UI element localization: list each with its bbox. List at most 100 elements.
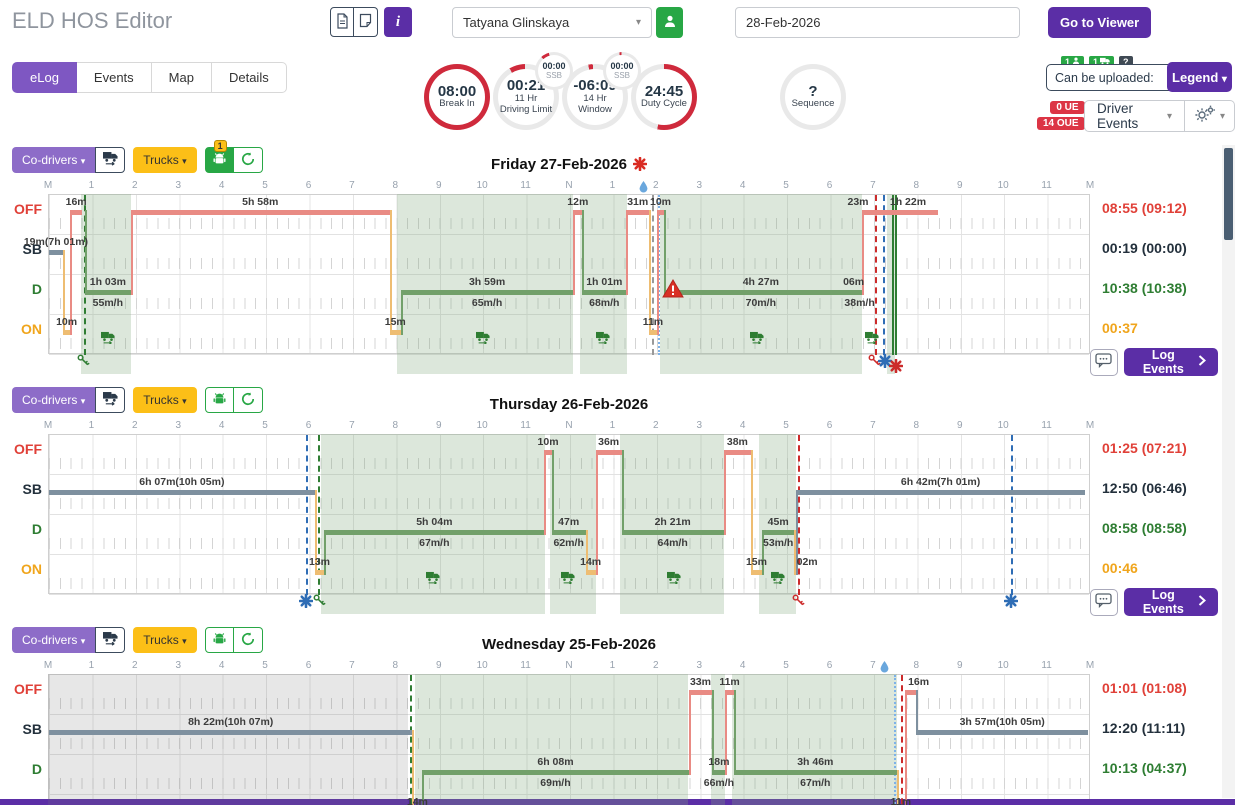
- duty-segment-on[interactable]: [62, 330, 71, 335]
- truck-button[interactable]: [95, 627, 126, 653]
- duty-segment-d[interactable]: [857, 290, 862, 295]
- duty-segment-on[interactable]: [585, 570, 596, 575]
- go-to-viewer-button[interactable]: Go to Viewer: [1048, 7, 1152, 38]
- comment-button[interactable]: [1090, 348, 1118, 376]
- duty-segment-d[interactable]: [761, 530, 795, 535]
- duty-segment-d[interactable]: [400, 290, 574, 295]
- event-marker-line[interactable]: [797, 435, 800, 595]
- event-marker-line[interactable]: [894, 675, 897, 805]
- truck-event-icon[interactable]: [476, 331, 490, 349]
- flower-icon-blue[interactable]: [1003, 593, 1018, 613]
- truck-event-icon[interactable]: [749, 331, 764, 349]
- file-text-button[interactable]: [330, 7, 354, 37]
- codrivers-dropdown[interactable]: Co-drivers ▾: [12, 627, 96, 653]
- legend-button[interactable]: Legend ▾: [1167, 62, 1232, 92]
- duty-segment-off[interactable]: [626, 210, 649, 215]
- duty-segment-off[interactable]: [688, 690, 713, 695]
- refresh-button[interactable]: [233, 627, 263, 653]
- event-marker-line[interactable]: [875, 195, 878, 355]
- duty-segment-on[interactable]: [649, 330, 657, 335]
- duty-segment-d[interactable]: [712, 770, 726, 775]
- trucks-dropdown[interactable]: Trucks ▾: [133, 147, 197, 173]
- event-marker-line[interactable]: [318, 435, 321, 595]
- duty-segment-on[interactable]: [314, 570, 325, 575]
- driver-profile-button[interactable]: [656, 7, 683, 38]
- android-sync-button[interactable]: 1: [204, 140, 234, 173]
- tab-map[interactable]: Map: [151, 62, 212, 93]
- duty-segment-d[interactable]: [422, 770, 689, 775]
- duty-segment-off[interactable]: [130, 210, 390, 215]
- key-icon-green[interactable]: [77, 354, 90, 372]
- key-icon-red[interactable]: [792, 594, 805, 612]
- event-marker-line[interactable]: [892, 195, 898, 355]
- event-marker-line[interactable]: [883, 195, 886, 355]
- duty-segment-sb[interactable]: [49, 490, 315, 495]
- comment-button[interactable]: [1090, 588, 1118, 616]
- violation-warning-icon[interactable]: [662, 279, 685, 303]
- duty-segment-d[interactable]: [733, 770, 897, 775]
- duty-segment-off[interactable]: [878, 210, 938, 215]
- duty-segment-off[interactable]: [573, 210, 583, 215]
- date-input[interactable]: [735, 7, 1020, 38]
- trucks-dropdown[interactable]: Trucks ▾: [133, 627, 197, 653]
- refresh-button[interactable]: [233, 387, 263, 413]
- oue-badge[interactable]: 14 OUE: [1037, 117, 1085, 130]
- trucks-dropdown[interactable]: Trucks ▾: [133, 387, 197, 413]
- duty-segment-d[interactable]: [582, 290, 627, 295]
- log-events-button[interactable]: Log Events: [1123, 588, 1218, 616]
- truck-button[interactable]: [95, 147, 126, 173]
- note-button[interactable]: [354, 7, 378, 37]
- duty-segment-d[interactable]: [621, 530, 724, 535]
- truck-event-icon[interactable]: [595, 331, 610, 349]
- flower-icon-red[interactable]: [889, 358, 904, 378]
- duty-segment-on[interactable]: [389, 330, 401, 335]
- duty-segment-d[interactable]: [664, 290, 858, 295]
- duty-segment-d[interactable]: [551, 530, 586, 535]
- truck-event-icon[interactable]: [100, 331, 115, 349]
- driver-select[interactable]: Tatyana Glinskaya ▾: [452, 7, 652, 38]
- duty-segment-sb[interactable]: [916, 730, 1088, 735]
- duty-segment-d[interactable]: [324, 530, 545, 535]
- duty-segment-off[interactable]: [656, 210, 665, 215]
- flower-icon-blue[interactable]: [299, 593, 314, 613]
- event-marker-line[interactable]: [83, 195, 86, 355]
- duty-segment-off[interactable]: [861, 210, 879, 215]
- truck-event-icon[interactable]: [560, 571, 575, 589]
- duty-segment-off[interactable]: [70, 210, 82, 215]
- key-icon-green[interactable]: [313, 594, 326, 612]
- duty-segment-sb[interactable]: [795, 490, 1086, 495]
- duty-segment-on[interactable]: [751, 570, 762, 575]
- truck-event-icon[interactable]: [426, 571, 440, 589]
- duty-segment-off[interactable]: [904, 690, 917, 695]
- info-button[interactable]: i: [384, 7, 412, 37]
- duty-segment-sb[interactable]: [49, 250, 63, 255]
- ue-badge[interactable]: 0 UE: [1050, 101, 1085, 114]
- driver-events-select[interactable]: Driver Events ▾: [1084, 100, 1185, 132]
- duty-segment-sb[interactable]: [49, 730, 413, 735]
- tab-events[interactable]: Events: [76, 62, 152, 93]
- event-marker-line[interactable]: [900, 675, 903, 805]
- log-events-button[interactable]: Log Events: [1123, 348, 1218, 376]
- codrivers-dropdown[interactable]: Co-drivers ▾: [12, 387, 96, 413]
- event-marker-line[interactable]: [410, 675, 413, 805]
- duty-segment-off[interactable]: [723, 450, 752, 455]
- duty-segment-off[interactable]: [595, 450, 622, 455]
- horizontal-scrollbar[interactable]: [0, 799, 1235, 805]
- codrivers-dropdown[interactable]: Co-drivers ▾: [12, 147, 96, 173]
- tab-details[interactable]: Details: [211, 62, 287, 93]
- event-marker-line[interactable]: [1010, 435, 1013, 595]
- scrollbar-thumb[interactable]: [1224, 148, 1233, 240]
- refresh-button[interactable]: [233, 147, 263, 173]
- truck-event-icon[interactable]: [864, 331, 879, 349]
- truck-event-icon[interactable]: [667, 571, 681, 589]
- duty-segment-off[interactable]: [725, 690, 734, 695]
- event-marker-line[interactable]: [306, 435, 309, 595]
- flower-icon-blue[interactable]: [877, 353, 893, 373]
- duty-segment-d[interactable]: [85, 290, 131, 295]
- can-be-uploaded-select[interactable]: Can be uploaded: ▾: [1046, 64, 1182, 91]
- event-marker-line[interactable]: [651, 195, 654, 355]
- truck-event-icon[interactable]: [771, 571, 785, 589]
- android-sync-button[interactable]: [204, 387, 234, 413]
- settings-dropdown[interactable]: ▾: [1184, 100, 1235, 132]
- truck-button[interactable]: [95, 387, 126, 413]
